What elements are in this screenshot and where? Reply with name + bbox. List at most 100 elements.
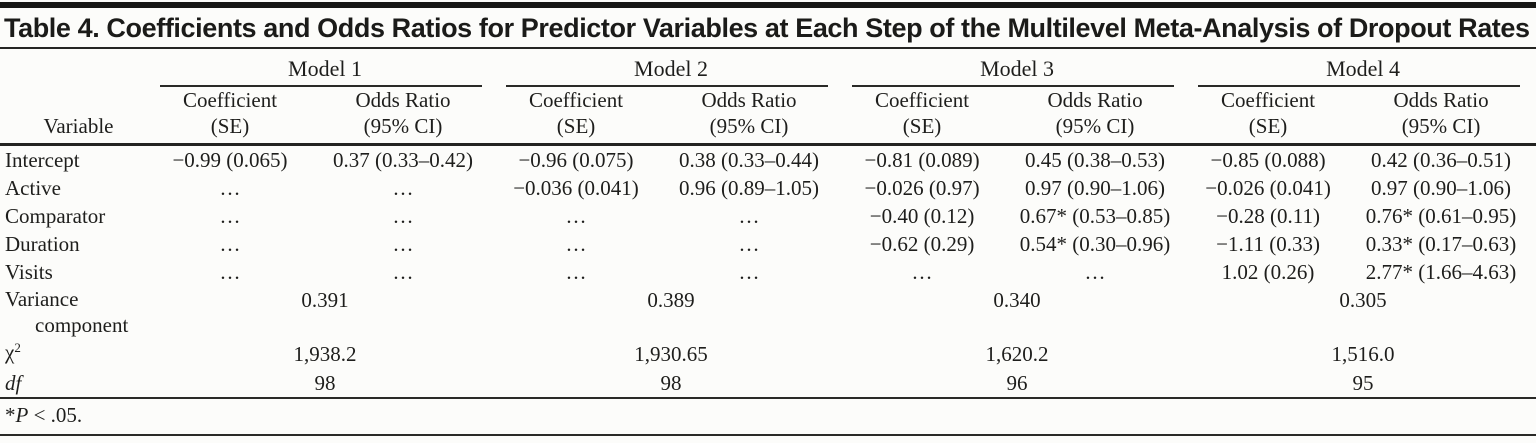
cell: −0.85 (0.088) <box>1210 148 1326 172</box>
cell: … <box>738 232 760 256</box>
variance-label-line1: Variance <box>5 287 79 311</box>
se-label: (SE) <box>902 114 942 138</box>
ci-label: (95% CI) <box>363 114 443 138</box>
cell: −1.11 (0.33) <box>1216 232 1320 256</box>
cell: 0.33* (0.17–0.63) <box>1365 232 1517 256</box>
footnote-text: < .05. <box>28 403 83 427</box>
row-label: df <box>5 371 22 395</box>
cell: 1,516.0 <box>1331 341 1395 366</box>
model-1-label: Model 1 <box>288 56 362 81</box>
cell: 0.340 <box>993 288 1041 312</box>
cell: 0.37 (0.33–0.42) <box>333 148 473 172</box>
model-4-spanner-rule <box>1198 85 1521 87</box>
model-1-header: Model 1 <box>152 49 498 87</box>
cell: 0.391 <box>301 288 349 312</box>
cell: … <box>392 232 414 256</box>
m1-odds-header: Odds Ratio (95% CI) <box>308 87 499 146</box>
cell: 0.389 <box>647 288 695 312</box>
cell: 95 <box>1352 371 1374 395</box>
cell: … <box>738 204 760 228</box>
cell: 0.54* (0.30–0.96) <box>1019 232 1171 256</box>
table-row-variance-component: Variance component 0.391 0.389 0.340 0.3… <box>0 286 1536 338</box>
table-row-duration: Duration … … … … −0.62 (0.29) 0.54* (0.3… <box>0 230 1536 258</box>
table-footnote: *P < .05. <box>0 397 1536 436</box>
model-header-row: Model 1 Model 2 Model 3 Model 4 <box>0 49 1536 87</box>
model-2-label: Model 2 <box>634 56 708 81</box>
row-label: Intercept <box>5 148 80 172</box>
cell: 0.42 (0.36–0.51) <box>1371 148 1512 172</box>
se-label: (SE) <box>1248 114 1288 138</box>
row-label: Visits <box>5 260 53 284</box>
table-row-comparator: Comparator … … … … −0.40 (0.12) 0.67* (0… <box>0 202 1536 230</box>
odds-ratio-label: Odds Ratio <box>1393 88 1489 112</box>
cell: 0.67* (0.53–0.85) <box>1019 204 1171 228</box>
cell: 0.305 <box>1339 288 1387 312</box>
cell: 1.02 (0.26) <box>1221 260 1315 284</box>
cell: −0.99 (0.065) <box>172 148 288 172</box>
cell: … <box>219 260 241 284</box>
footnote-p-symbol: P <box>15 403 29 427</box>
row-label: Variance component <box>0 286 152 338</box>
cell: 2.77* (1.66–4.63) <box>1365 260 1517 284</box>
model-2-spanner-rule <box>506 85 829 87</box>
model-3-label: Model 3 <box>980 56 1055 81</box>
cell: 0.97 (0.90–1.06) <box>1371 176 1512 200</box>
row-label: χ2 <box>0 338 152 369</box>
model-1-spanner-rule <box>160 85 483 87</box>
m2-odds-header: Odds Ratio (95% CI) <box>654 87 845 146</box>
coefficient-label: Coefficient <box>1221 88 1316 112</box>
m4-coefficient-header: Coefficient (SE) <box>1190 87 1347 146</box>
cell: −0.036 (0.041) <box>513 176 639 200</box>
cell: 0.97 (0.90–1.06) <box>1025 176 1166 200</box>
m1-coefficient-header: Coefficient (SE) <box>152 87 308 146</box>
coefficient-label: Coefficient <box>874 88 970 112</box>
ci-label: (95% CI) <box>1055 114 1135 138</box>
table-row-chi-square: χ2 1,938.2 1,930.65 1,620.2 1,516.0 <box>0 338 1536 369</box>
cell: −0.026 (0.041) <box>1205 176 1331 200</box>
cell: 96 <box>1006 371 1028 395</box>
model-3-header: Model 3 <box>844 49 1190 87</box>
meta-analysis-table: Model 1 Model 2 Model 3 Model 4 Variable… <box>0 49 1536 436</box>
coefficient-label: Coefficient <box>528 88 624 112</box>
cell: … <box>392 204 414 228</box>
m3-coefficient-header: Coefficient (SE) <box>844 87 1001 146</box>
cell: −0.62 (0.29) <box>869 232 975 256</box>
chi-symbol: χ <box>5 340 15 364</box>
m4-odds-header: Odds Ratio (95% CI) <box>1346 87 1536 146</box>
variance-label-line2: component <box>35 313 129 337</box>
cell: −0.40 (0.12) <box>869 204 975 228</box>
coefficient-label: Coefficient <box>182 88 278 112</box>
m2-coefficient-header: Coefficient (SE) <box>498 87 655 146</box>
cell: 98 <box>660 371 682 395</box>
cell: … <box>1084 260 1106 284</box>
cell: … <box>738 260 760 284</box>
cell: −0.96 (0.075) <box>518 148 634 172</box>
m3-odds-header: Odds Ratio (95% CI) <box>1000 87 1191 146</box>
cell: 98 <box>314 371 336 395</box>
footnote-row: *P < .05. <box>0 397 1536 436</box>
odds-ratio-label: Odds Ratio <box>1047 88 1143 112</box>
odds-ratio-label: Odds Ratio <box>701 88 797 112</box>
cell: −0.81 (0.089) <box>864 148 980 172</box>
model-3-spanner-rule <box>852 85 1175 87</box>
odds-ratio-label: Odds Ratio <box>355 88 451 112</box>
variable-column-header: Variable <box>0 87 152 146</box>
se-label: (SE) <box>556 114 596 138</box>
cell: … <box>219 176 241 200</box>
cell: … <box>219 204 241 228</box>
model-4-label: Model 4 <box>1326 56 1401 81</box>
cell: 1,930.65 <box>634 341 708 366</box>
row-label: Active <box>5 176 61 200</box>
cell: −0.026 (0.97) <box>864 176 980 200</box>
cell: 1,620.2 <box>985 341 1049 366</box>
model-header-spacer <box>0 49 152 87</box>
cell: 0.45 (0.38–0.53) <box>1025 148 1166 172</box>
table-row-df: df 98 98 96 95 <box>0 369 1536 398</box>
footnote-asterisk: * <box>5 403 16 427</box>
ci-label: (95% CI) <box>709 114 789 138</box>
chi-exponent: 2 <box>14 339 21 355</box>
model-4-header: Model 4 <box>1190 49 1536 87</box>
cell: 0.38 (0.33–0.44) <box>679 148 820 172</box>
cell: −0.28 (0.11) <box>1216 204 1320 228</box>
cell: … <box>219 232 241 256</box>
